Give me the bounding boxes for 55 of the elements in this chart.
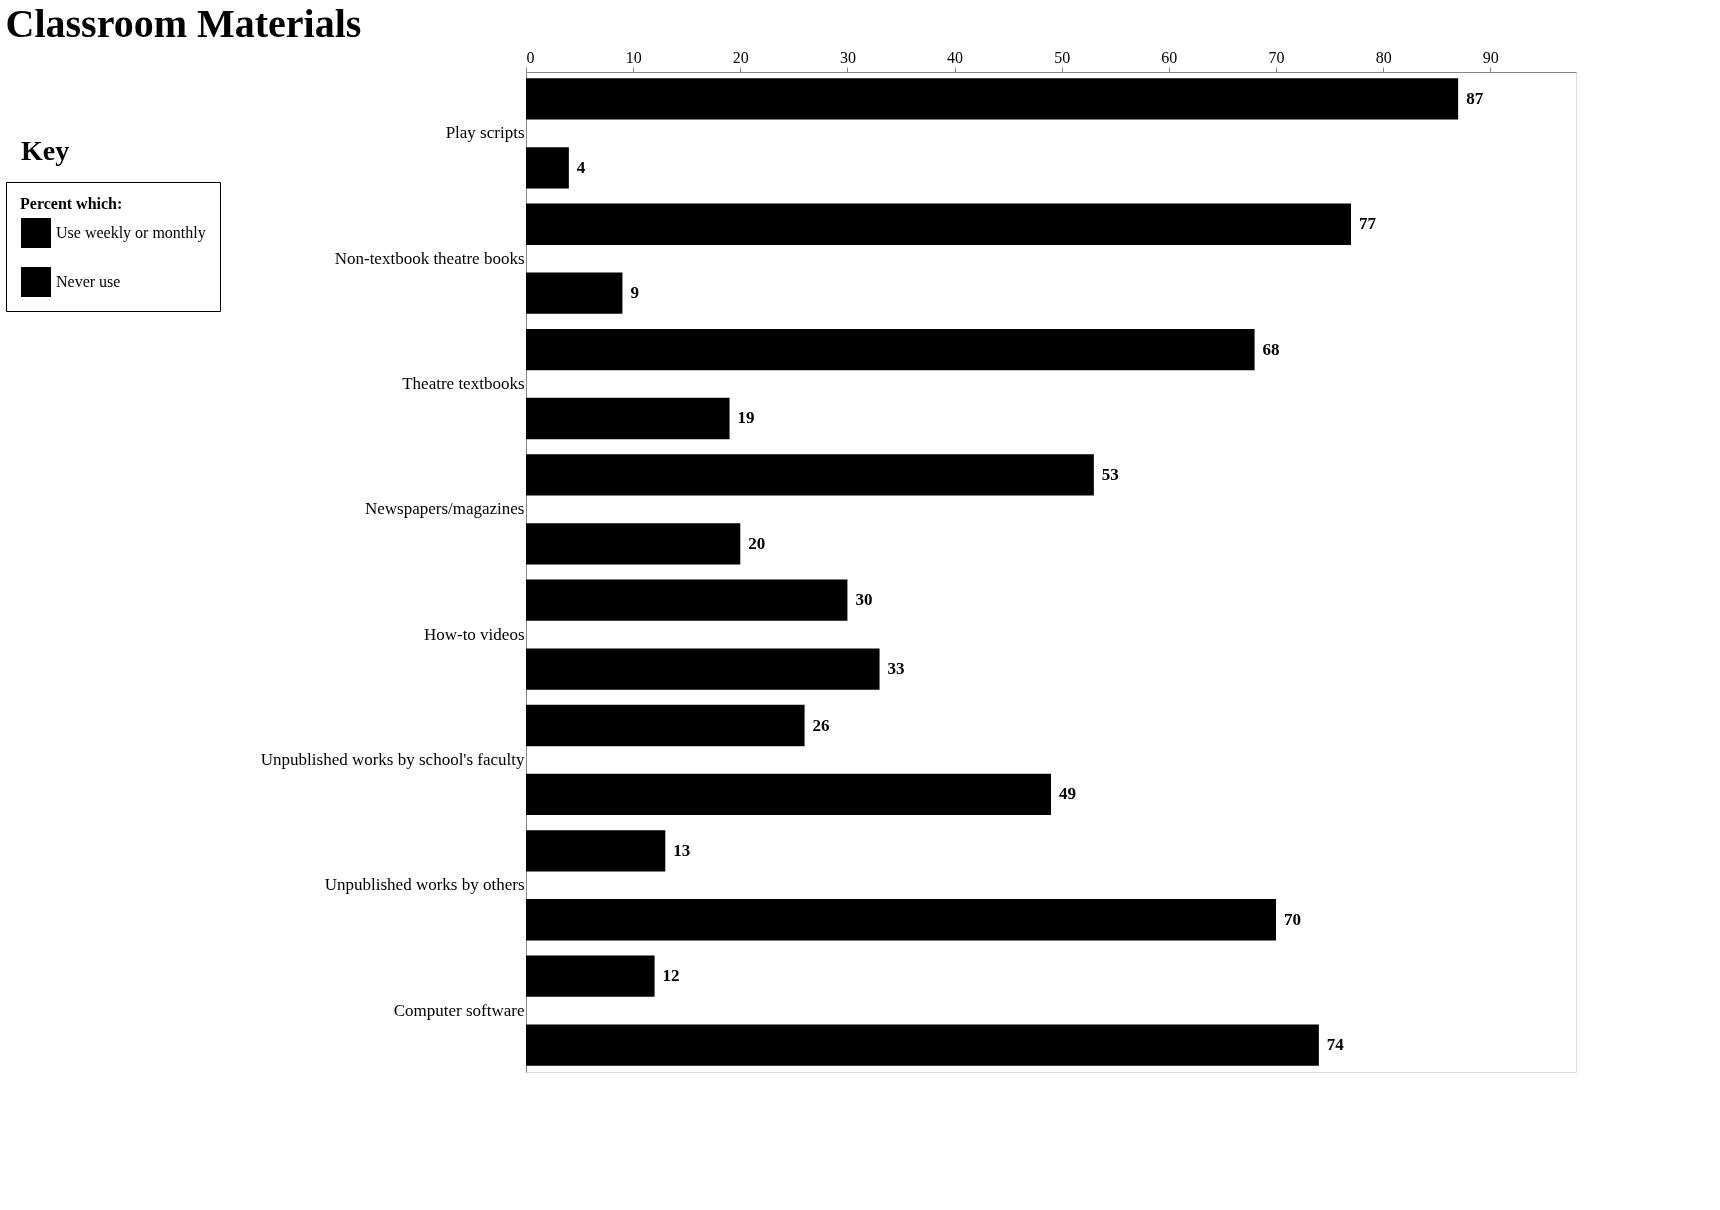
x-tick-label: 60 xyxy=(1161,48,1178,66)
legend-label: Never use xyxy=(56,273,121,290)
bar xyxy=(526,579,848,621)
data-label: 70 xyxy=(1284,909,1301,929)
bar xyxy=(526,1024,1319,1066)
data-label: 19 xyxy=(737,408,755,428)
bar xyxy=(526,773,1051,816)
y-tick-label: Newspapers/magazines xyxy=(364,499,525,519)
legend-title: Percent which: xyxy=(20,195,123,212)
text: Key xyxy=(21,135,70,166)
data-label: 49 xyxy=(1059,784,1076,804)
data-label: 30 xyxy=(855,590,873,610)
bar xyxy=(526,397,730,440)
data-label: 9 xyxy=(630,283,639,303)
x-tick-label: 0 xyxy=(526,48,535,66)
data-label: 77 xyxy=(1359,214,1377,234)
y-tick-label: How-to videos xyxy=(423,624,525,644)
y-tick-label: Non-textbook theatre books xyxy=(334,248,525,268)
x-tick-label: 10 xyxy=(625,48,642,66)
data-label: 20 xyxy=(748,533,766,553)
y-tick-label: Theatre textbooks xyxy=(402,374,525,394)
data-label: 87 xyxy=(1466,88,1484,108)
data-label: 33 xyxy=(887,659,905,679)
x-tick-label: 70 xyxy=(1268,48,1285,66)
data-label: 12 xyxy=(662,966,680,986)
data-label: 13 xyxy=(673,840,691,860)
text: Classroom Materials xyxy=(5,1,362,46)
bar xyxy=(526,899,1276,941)
data-label: 68 xyxy=(1262,339,1280,359)
x-tick-label: 90 xyxy=(1482,48,1499,66)
bar xyxy=(526,830,666,872)
y-tick-label: Unpublished works by others xyxy=(324,875,525,895)
bar xyxy=(526,955,655,997)
bar xyxy=(526,203,1351,245)
y-tick-label: Unpublished works by school's faculty xyxy=(260,749,525,769)
bar xyxy=(526,78,1459,120)
y-tick-label: Play scripts xyxy=(445,123,525,143)
data-label: 26 xyxy=(812,715,830,735)
bar xyxy=(526,704,805,747)
legend-label: Use weekly or monthly xyxy=(56,224,206,242)
bar xyxy=(526,147,569,189)
x-tick-label: 50 xyxy=(1054,48,1071,66)
bar xyxy=(526,272,623,314)
bar xyxy=(526,454,1094,496)
x-tick-label: 30 xyxy=(839,48,856,66)
y-tick-label: Computer software xyxy=(393,1000,525,1020)
bar xyxy=(526,523,741,565)
x-tick-label: 80 xyxy=(1375,48,1392,66)
x-tick-label: 40 xyxy=(947,48,964,66)
x-tick-label: 20 xyxy=(732,48,749,66)
data-label: 74 xyxy=(1326,1035,1345,1055)
bar xyxy=(526,648,880,690)
data-label: 4 xyxy=(576,157,586,177)
data-label: 53 xyxy=(1101,464,1119,484)
bar xyxy=(526,328,1255,371)
